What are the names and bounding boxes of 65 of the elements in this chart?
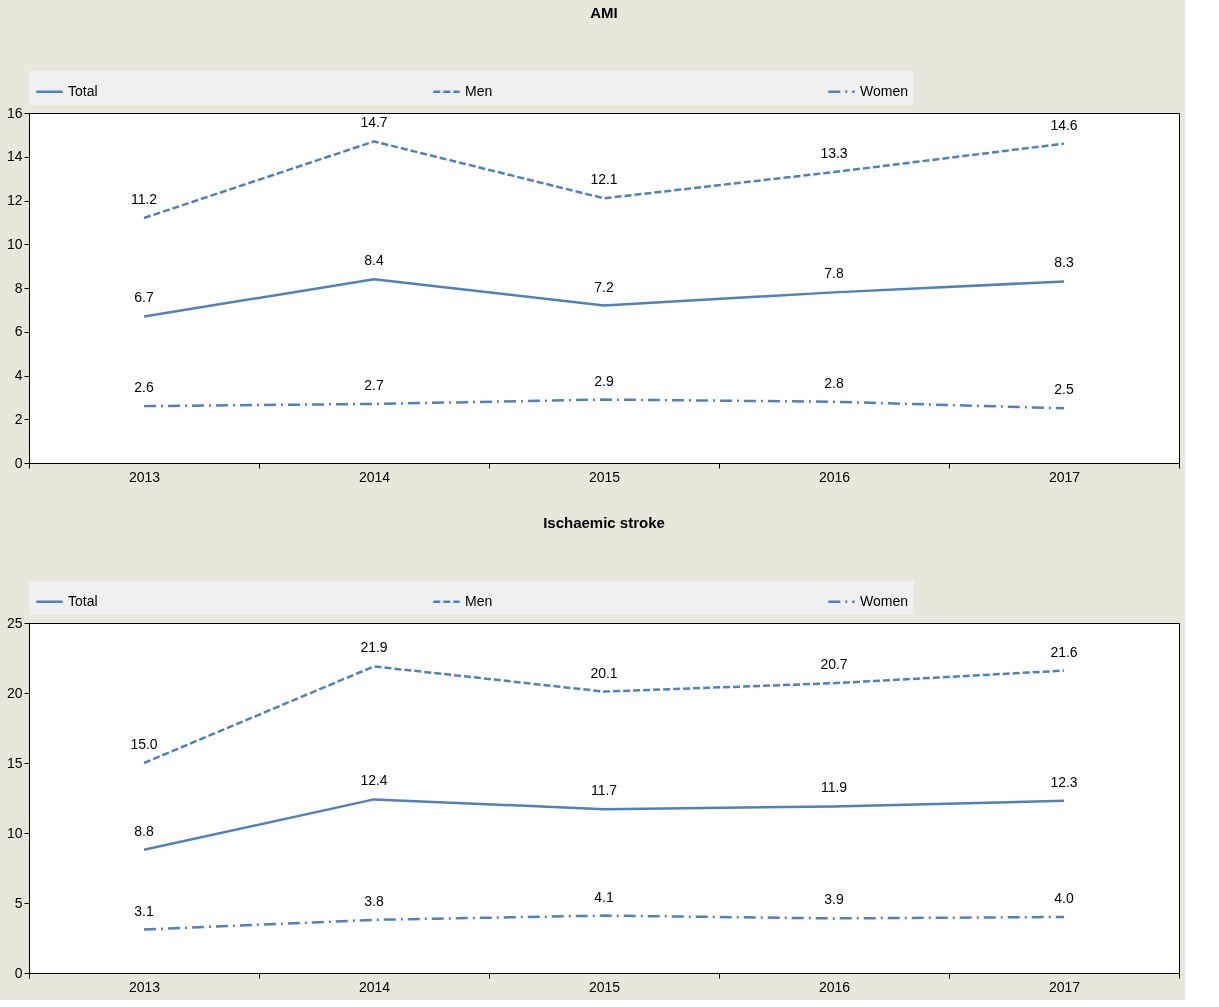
data-label: 21.6 <box>1050 643 1078 660</box>
data-label: 2.9 <box>594 372 614 389</box>
y-tick-label: 10 <box>6 824 23 841</box>
data-label: 11.2 <box>130 191 158 207</box>
x-tick-label: 2015 <box>588 468 621 485</box>
x-tick-label: 2013 <box>128 468 161 485</box>
x-tick-label: 2017 <box>1048 468 1081 485</box>
data-label: 21.9 <box>360 639 388 656</box>
legend-label: Women <box>860 592 908 609</box>
data-label: 4.1 <box>594 888 614 905</box>
legend-label: Men <box>465 82 493 99</box>
data-label: 2.8 <box>824 374 844 391</box>
data-label: 20.1 <box>590 664 618 681</box>
data-label: 8.4 <box>364 252 384 269</box>
line-series <box>142 914 1066 931</box>
y-tick-label: 2 <box>14 410 23 427</box>
x-tick-label: 2014 <box>358 468 391 485</box>
y-tick-label: 20 <box>6 684 23 701</box>
x-tick-label: 2017 <box>1048 978 1081 995</box>
y-tick-label: 16 <box>6 104 23 121</box>
legend-label: Women <box>860 82 908 99</box>
data-label: 12.3 <box>1050 773 1078 790</box>
data-label: 8.3 <box>1054 254 1074 271</box>
x-tick-label: 2015 <box>588 978 621 995</box>
data-label: 3.1 <box>134 902 154 919</box>
legend-label: Total <box>68 82 98 99</box>
data-label: 8.8 <box>134 822 154 839</box>
data-label: 14.6 <box>1050 116 1078 133</box>
data-label: 7.2 <box>594 278 614 295</box>
y-tick-label: 8 <box>14 279 23 296</box>
x-tick-label: 2016 <box>818 978 851 995</box>
y-tick-label: 12 <box>6 192 23 208</box>
data-label: 2.5 <box>1054 381 1074 398</box>
data-label: 15.0 <box>130 736 158 752</box>
chart-title: AMI <box>590 4 618 21</box>
legend-label: Total <box>68 592 98 609</box>
y-tick-label: 10 <box>6 235 23 252</box>
data-label: 13.3 <box>820 145 848 162</box>
data-label: 11.7 <box>590 782 618 799</box>
x-tick-label: 2014 <box>358 978 391 995</box>
y-tick-label: 0 <box>14 454 23 471</box>
legend-label: Men <box>465 592 493 609</box>
data-label: 7.8 <box>824 265 844 282</box>
x-tick-label: 2013 <box>128 978 161 995</box>
y-tick-label: 5 <box>14 894 23 911</box>
y-tick-label: 6 <box>14 323 23 340</box>
data-label: 11.9 <box>820 779 848 796</box>
data-label: 12.4 <box>360 772 388 789</box>
data-label: 4.0 <box>1054 890 1074 906</box>
data-label: 14.7 <box>360 114 388 131</box>
data-label: 2.7 <box>364 376 384 393</box>
y-tick-label: 14 <box>6 148 23 165</box>
data-label: 20.7 <box>820 656 848 673</box>
data-label: 2.6 <box>134 379 154 396</box>
y-tick-label: 15 <box>6 754 23 771</box>
x-tick-label: 2016 <box>818 468 851 485</box>
data-label: 6.7 <box>134 289 154 306</box>
y-tick-label: 25 <box>6 614 23 631</box>
data-label: 3.9 <box>824 891 844 908</box>
data-label: 3.8 <box>364 892 384 909</box>
chart-title: Ischaemic stroke <box>543 514 665 531</box>
data-label: 12.1 <box>590 171 618 188</box>
line-series <box>142 398 1066 410</box>
y-tick-label: 4 <box>14 367 23 383</box>
y-tick-label: 0 <box>14 964 23 981</box>
